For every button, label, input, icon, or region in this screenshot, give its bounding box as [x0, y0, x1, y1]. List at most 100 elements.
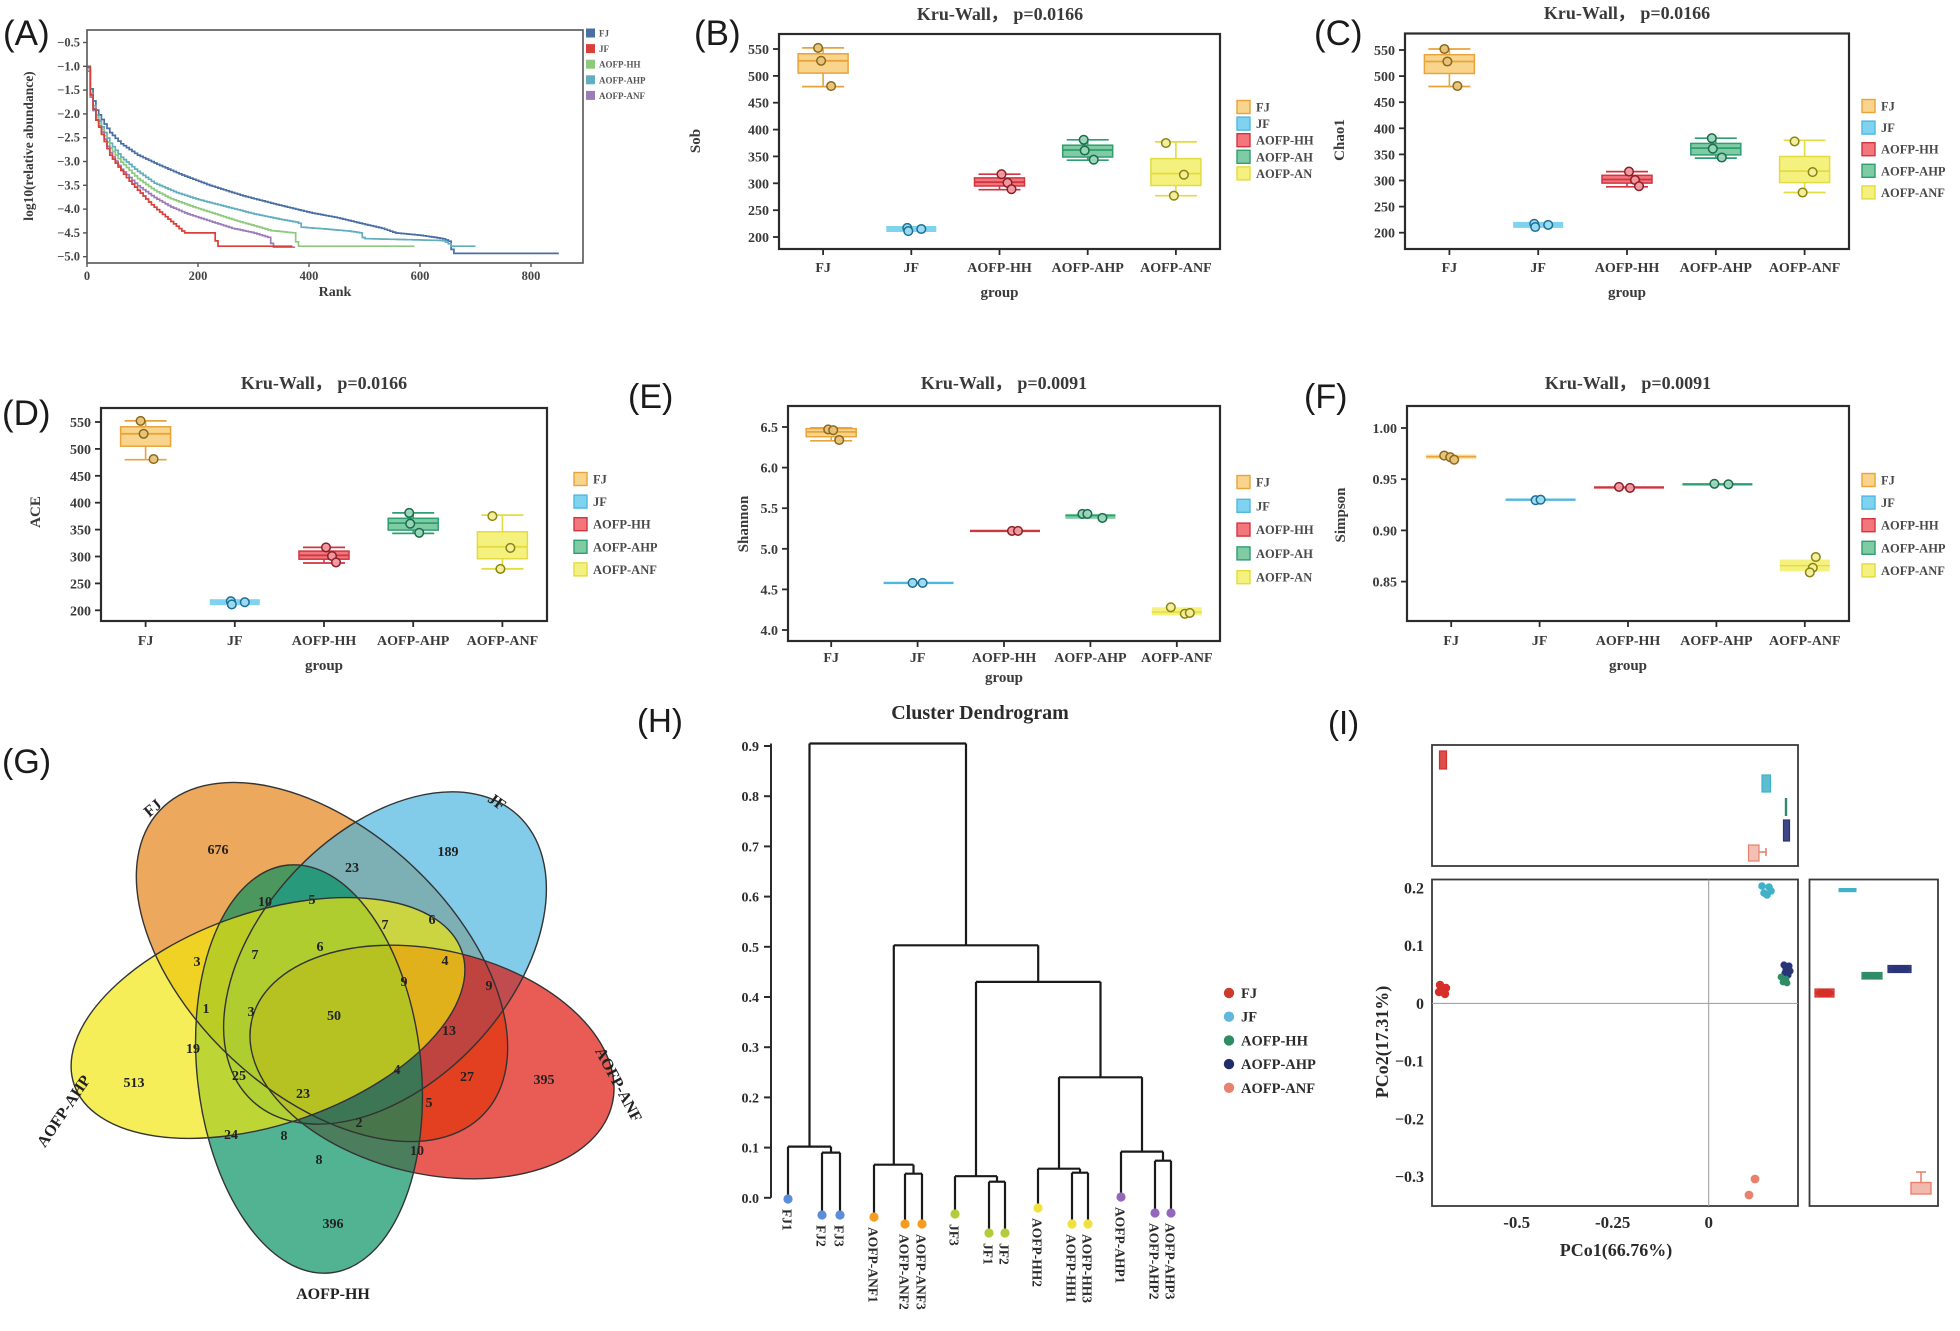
- svg-text:3: 3: [194, 955, 201, 970]
- svg-text:250: 250: [1374, 201, 1395, 216]
- svg-text:2: 2: [356, 1116, 363, 1131]
- svg-text:AOFP-HH: AOFP-HH: [1596, 634, 1661, 649]
- svg-text:JF: JF: [1241, 1010, 1257, 1026]
- svg-text:AOFP-HH: AOFP-HH: [1881, 519, 1939, 533]
- svg-text:0.95: 0.95: [1373, 473, 1398, 488]
- svg-text:0.85: 0.85: [1373, 576, 1398, 591]
- svg-text:400: 400: [748, 124, 769, 139]
- svg-text:0.1: 0.1: [742, 1142, 760, 1157]
- svg-text:AOFP-ANF: AOFP-ANF: [1769, 634, 1841, 649]
- svg-text:JF: JF: [599, 44, 610, 54]
- svg-text:0.1: 0.1: [1404, 938, 1424, 955]
- svg-text:4: 4: [442, 954, 449, 969]
- svg-text:−4.0: −4.0: [57, 202, 80, 216]
- svg-text:9: 9: [486, 979, 493, 994]
- svg-text:550: 550: [70, 416, 91, 431]
- svg-text:FJ2: FJ2: [814, 1225, 829, 1247]
- svg-text:(F): (F): [1304, 378, 1347, 416]
- svg-text:JF: JF: [1881, 121, 1895, 135]
- svg-text:AOFP-ANF: AOFP-ANF: [1140, 261, 1212, 276]
- svg-text:0: 0: [84, 269, 90, 283]
- svg-text:6.5: 6.5: [761, 421, 779, 436]
- svg-text:550: 550: [1374, 44, 1395, 59]
- svg-text:676: 676: [208, 843, 229, 858]
- svg-text:Chao1: Chao1: [1332, 119, 1348, 161]
- svg-text:−0.2: −0.2: [1395, 1111, 1424, 1128]
- svg-text:JF: JF: [904, 261, 920, 276]
- svg-text:AOFP-AHP1: AOFP-AHP1: [1113, 1207, 1128, 1284]
- svg-text:JF: JF: [1881, 496, 1895, 510]
- svg-text:Kru-Wall， p=0.0166: Kru-Wall， p=0.0166: [1544, 3, 1710, 23]
- svg-text:FJ: FJ: [599, 29, 609, 39]
- svg-text:FJ1: FJ1: [780, 1209, 795, 1231]
- svg-text:3: 3: [248, 1005, 255, 1020]
- svg-text:Cluster Dendrogram: Cluster Dendrogram: [891, 702, 1069, 724]
- svg-text:300: 300: [70, 551, 91, 566]
- svg-text:4: 4: [394, 1063, 401, 1078]
- svg-text:JF3: JF3: [947, 1224, 962, 1246]
- svg-text:AOFP-ANF: AOFP-ANF: [1241, 1081, 1315, 1097]
- svg-text:189: 189: [438, 845, 459, 860]
- svg-text:50: 50: [327, 1009, 341, 1024]
- svg-text:(I): (I): [1328, 704, 1359, 741]
- svg-text:JF: JF: [1256, 499, 1270, 513]
- svg-text:FJ: FJ: [593, 473, 607, 487]
- svg-text:250: 250: [70, 577, 91, 592]
- svg-text:AOFP-HH: AOFP-HH: [1256, 134, 1314, 148]
- svg-text:350: 350: [70, 524, 91, 539]
- svg-text:AOFP-AHP: AOFP-AHP: [599, 75, 646, 85]
- svg-text:JF1: JF1: [981, 1243, 996, 1265]
- svg-text:0.2: 0.2: [742, 1091, 760, 1106]
- svg-text:−1.0: −1.0: [57, 59, 80, 73]
- svg-text:(C): (C): [1314, 14, 1363, 53]
- svg-text:350: 350: [748, 150, 769, 165]
- svg-text:0: 0: [1704, 1213, 1713, 1232]
- svg-text:0.8: 0.8: [742, 790, 760, 805]
- svg-text:FJ: FJ: [1442, 261, 1458, 276]
- svg-text:PCo2(17.31%): PCo2(17.31%): [1372, 986, 1393, 1098]
- svg-text:6: 6: [429, 913, 436, 928]
- svg-text:Sob: Sob: [688, 129, 704, 153]
- svg-text:AOFP-HH: AOFP-HH: [593, 518, 651, 532]
- svg-text:9: 9: [401, 975, 408, 990]
- svg-text:8: 8: [281, 1129, 288, 1144]
- svg-text:200: 200: [70, 604, 91, 619]
- svg-text:AOFP-ANF: AOFP-ANF: [467, 634, 539, 649]
- svg-text:JF: JF: [1530, 261, 1546, 276]
- svg-text:FJ: FJ: [815, 261, 831, 276]
- svg-text:400: 400: [1374, 122, 1395, 137]
- svg-text:group: group: [985, 670, 1023, 686]
- svg-text:FJ: FJ: [1881, 100, 1895, 114]
- svg-text:−0.3: −0.3: [1395, 1169, 1424, 1186]
- svg-text:-0.5: -0.5: [1503, 1213, 1530, 1232]
- svg-text:27: 27: [460, 1070, 474, 1085]
- svg-text:400: 400: [300, 269, 319, 283]
- svg-text:AOFP-AN: AOFP-AN: [1256, 167, 1312, 181]
- svg-text:−4.5: −4.5: [57, 226, 80, 240]
- svg-text:5.5: 5.5: [761, 502, 779, 517]
- svg-text:(A): (A): [3, 14, 50, 53]
- svg-text:Kru-Wall， p=0.0166: Kru-Wall， p=0.0166: [917, 4, 1083, 24]
- svg-text:Shannon: Shannon: [736, 495, 752, 552]
- svg-text:FJ: FJ: [1256, 476, 1270, 490]
- svg-text:group: group: [1609, 658, 1647, 674]
- svg-text:7: 7: [252, 948, 259, 963]
- svg-text:23: 23: [345, 861, 359, 876]
- svg-text:AOFP-ANF: AOFP-ANF: [1881, 564, 1945, 578]
- svg-text:AOFP-HH1: AOFP-HH1: [1064, 1234, 1079, 1303]
- svg-text:400: 400: [70, 497, 91, 512]
- svg-text:−5.0: −5.0: [57, 250, 80, 264]
- svg-text:0.7: 0.7: [742, 840, 760, 855]
- svg-text:AOFP-AH: AOFP-AH: [1256, 547, 1313, 561]
- svg-text:396: 396: [323, 1217, 344, 1232]
- svg-text:0: 0: [1416, 996, 1424, 1013]
- svg-text:(E): (E): [628, 378, 673, 416]
- svg-text:19: 19: [186, 1042, 200, 1057]
- svg-text:AOFP-ANF1: AOFP-ANF1: [866, 1227, 881, 1303]
- svg-text:AOFP-AHP: AOFP-AHP: [377, 634, 450, 649]
- svg-text:FJ: FJ: [1256, 101, 1270, 115]
- svg-text:AOFP-AHP: AOFP-AHP: [593, 540, 658, 554]
- svg-text:JF2: JF2: [997, 1243, 1012, 1265]
- svg-text:ACE: ACE: [28, 496, 44, 528]
- svg-text:AOFP-ANF: AOFP-ANF: [1881, 186, 1945, 200]
